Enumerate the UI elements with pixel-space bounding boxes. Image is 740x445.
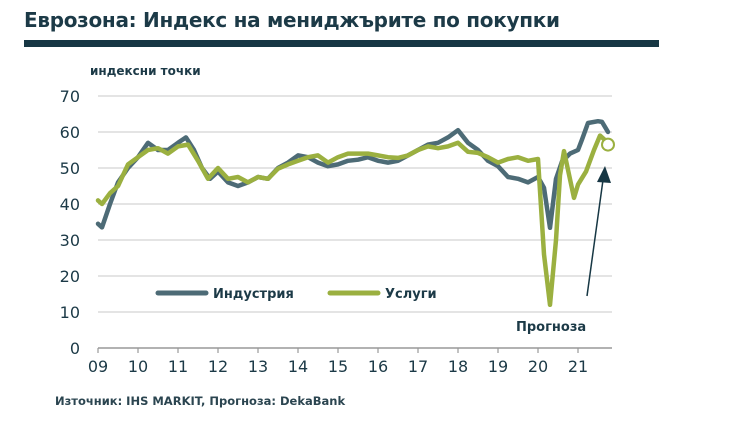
legend-label-services: Услуги <box>385 287 437 302</box>
x-tick-label: 16 <box>368 357 388 376</box>
y-tick-label: 70 <box>60 87 80 106</box>
x-tick-label: 10 <box>128 357 148 376</box>
y-tick-label: 50 <box>60 159 80 178</box>
x-tick-label: 17 <box>408 357 428 376</box>
x-tick-label: 13 <box>248 357 268 376</box>
legend-label-industry: Индустрия <box>213 287 294 302</box>
y-tick-label: 0 <box>70 339 80 358</box>
x-tick-label: 20 <box>528 357 548 376</box>
x-tick-label: 11 <box>168 357 188 376</box>
x-tick-label: 21 <box>568 357 588 376</box>
y-tick-label: 40 <box>60 195 80 214</box>
y-tick-label: 60 <box>60 123 80 142</box>
y-axis-label: индексни точки <box>90 64 201 78</box>
forecast-arrow-head <box>597 166 611 183</box>
source-note: Източник: IHS MARKIT, Прогноза: DekaBank <box>55 394 346 408</box>
y-tick-label: 20 <box>60 267 80 286</box>
x-tick-label: 09 <box>88 357 108 376</box>
series-line-services <box>95 133 611 308</box>
forecast-arrow-shaft <box>586 179 604 297</box>
x-tick-label: 14 <box>288 357 308 376</box>
series-line-industry <box>95 118 611 231</box>
x-tick-label: 18 <box>448 357 468 376</box>
title-underline <box>24 40 659 47</box>
forecast-point <box>601 137 615 152</box>
y-tick-label: 10 <box>60 303 80 322</box>
x-tick-label: 12 <box>208 357 228 376</box>
chart-title: Еврозона: Индекс на мениджърите по покуп… <box>24 8 560 32</box>
y-tick-label: 30 <box>60 231 80 250</box>
x-tick-label: 15 <box>328 357 348 376</box>
x-tick-label: 19 <box>488 357 508 376</box>
forecast-label: Прогноза <box>516 320 586 335</box>
legend: Индустрия Услуги <box>155 287 437 302</box>
forecast-annotation: Прогноза <box>516 166 611 335</box>
